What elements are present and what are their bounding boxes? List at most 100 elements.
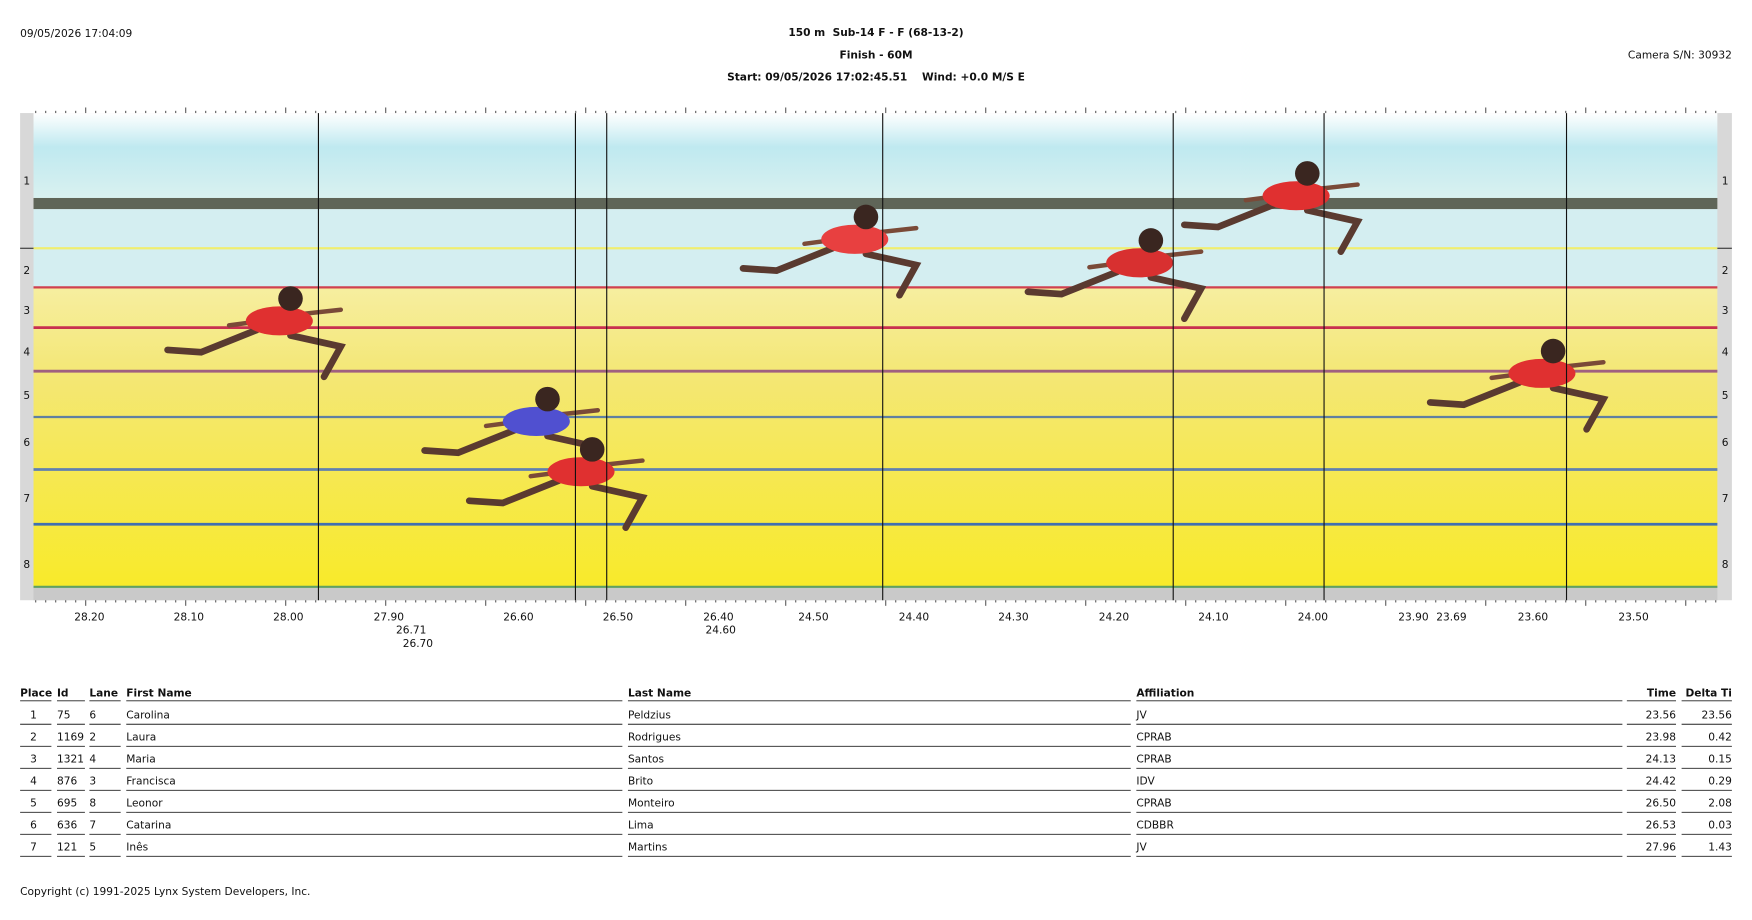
runner-head xyxy=(278,286,303,311)
table-cell: JV xyxy=(1135,841,1147,854)
table-cell: 5 xyxy=(30,797,37,810)
runner xyxy=(1181,161,1363,255)
lane-label: 3 xyxy=(23,304,30,317)
table-cell: CPRAB xyxy=(1136,753,1171,766)
sky-band xyxy=(33,113,1718,198)
table-cell: 2 xyxy=(89,731,96,744)
dark-band xyxy=(33,197,1718,210)
table-cell: Leonor xyxy=(126,797,163,810)
time-label: 26.70 xyxy=(403,637,434,650)
table-cell: CPRAB xyxy=(1136,797,1171,810)
bottom-band xyxy=(33,586,1718,601)
runner-head xyxy=(1540,338,1566,364)
lane-label: 8 xyxy=(1722,558,1729,571)
column-header: Affiliation xyxy=(1136,686,1194,699)
time-label: 23.69 xyxy=(1436,610,1466,623)
table-cell: Carolina xyxy=(126,709,170,722)
runner-body xyxy=(1106,248,1174,278)
table-cell: 26.53 xyxy=(1646,819,1676,832)
time-label: 24.40 xyxy=(899,610,930,623)
runner-body xyxy=(245,306,313,336)
table-cell: 23.98 xyxy=(1646,731,1677,744)
table-cell: 75 xyxy=(57,709,71,722)
time-label: 24.10 xyxy=(1198,610,1229,623)
time-label: 23.50 xyxy=(1618,610,1649,623)
column-header: Lane xyxy=(89,686,118,699)
table-cell: 24.13 xyxy=(1646,753,1676,766)
runner-body xyxy=(547,457,615,487)
table-cell: JV xyxy=(1135,709,1147,722)
runner-body xyxy=(1508,358,1576,388)
lane-label: 1 xyxy=(1722,175,1729,188)
table-cell: Santos xyxy=(628,753,665,766)
time-label: 24.60 xyxy=(706,624,737,637)
runner-head xyxy=(1295,161,1320,186)
table-cell: Martins xyxy=(628,841,668,854)
runner-head xyxy=(1138,228,1164,253)
lane-label: 2 xyxy=(23,264,30,277)
runner-body xyxy=(502,406,570,436)
table-cell: 3 xyxy=(89,775,96,788)
table-cell: 1 xyxy=(30,709,37,722)
time-label: 28.10 xyxy=(174,610,205,623)
table-cell: CPRAB xyxy=(1136,731,1171,744)
runner-head xyxy=(579,437,605,462)
table-cell: 695 xyxy=(57,797,77,810)
table-cell: 6 xyxy=(89,709,96,722)
table-cell: 876 xyxy=(57,775,78,788)
table-cell: 4 xyxy=(89,753,96,766)
runner-legs xyxy=(1426,378,1609,433)
finish-label: Finish - 60M xyxy=(839,48,912,61)
table-cell: IDV xyxy=(1136,775,1155,788)
time-label: 28.20 xyxy=(74,610,105,623)
table-cell: 636 xyxy=(57,819,78,832)
time-label: 26.50 xyxy=(603,610,634,623)
lane-label: 2 xyxy=(1722,264,1729,277)
race-title: 150 m Sub-14 F - F (68-13-2) xyxy=(788,26,963,39)
table-cell: 26.50 xyxy=(1646,797,1677,810)
table-cell: 0.15 xyxy=(1708,753,1732,766)
lane-label: 8 xyxy=(23,558,30,571)
table-cell: Brito xyxy=(628,775,653,788)
table-cell: 1.43 xyxy=(1708,841,1732,854)
table-cell: 7 xyxy=(30,841,37,854)
runner xyxy=(164,286,346,381)
table-cell: Peldzius xyxy=(628,709,671,722)
runner-body xyxy=(1262,181,1330,211)
lane-label: 5 xyxy=(1722,389,1729,402)
runner-body xyxy=(821,224,889,254)
time-label: 26.71 xyxy=(396,624,426,637)
table-cell: 2.08 xyxy=(1708,797,1732,810)
table-cell: 7 xyxy=(89,819,96,832)
time-label: 24.30 xyxy=(998,610,1029,623)
table-cell: Rodrigues xyxy=(628,731,681,744)
table-cell: 23.56 xyxy=(1702,709,1733,722)
start-label: Start: 09/05/2026 17:02:45.51 Wind: +0.0… xyxy=(727,71,1025,84)
lane-label: 5 xyxy=(23,389,30,402)
table-cell: 0.03 xyxy=(1708,819,1732,832)
lane-label: 1 xyxy=(23,175,30,188)
runner-legs xyxy=(164,326,346,381)
time-label: 24.20 xyxy=(1099,610,1130,623)
table-cell: Lima xyxy=(628,819,654,832)
column-header: First Name xyxy=(126,686,192,699)
table-cell: Inês xyxy=(126,841,148,854)
table-cell: 0.42 xyxy=(1708,731,1732,744)
column-header: Id xyxy=(57,686,69,699)
table-cell: 3 xyxy=(30,753,37,766)
runner xyxy=(1024,228,1207,323)
time-label: 26.40 xyxy=(703,610,734,623)
time-label: 24.00 xyxy=(1298,610,1329,623)
lane-label: 6 xyxy=(23,436,30,449)
table-cell: 121 xyxy=(57,841,77,854)
lane-label: 4 xyxy=(1722,346,1729,359)
table-cell: 5 xyxy=(89,841,96,854)
results-table: Place Id Lane First Name Last Name Affiliatio… xyxy=(20,686,1733,857)
lane-label: 4 xyxy=(23,346,30,359)
table-cell: 1169 xyxy=(57,731,84,744)
runner-legs xyxy=(465,477,648,531)
table-cell: 27.96 xyxy=(1646,841,1677,854)
lane-label: 7 xyxy=(23,492,30,505)
